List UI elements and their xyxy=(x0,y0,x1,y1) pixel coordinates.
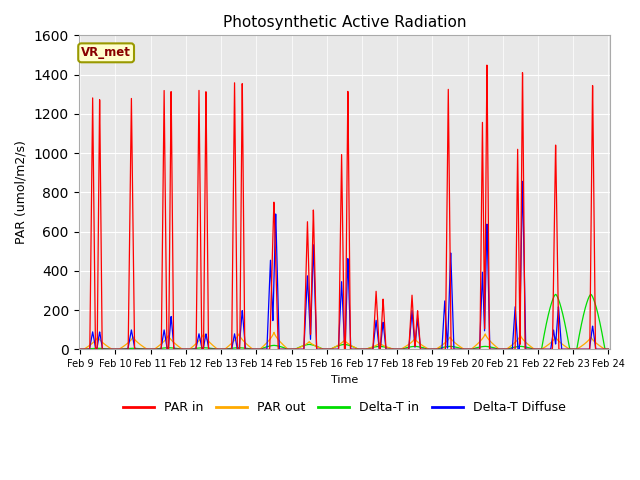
Title: Photosynthetic Active Radiation: Photosynthetic Active Radiation xyxy=(223,15,466,30)
Legend: PAR in, PAR out, Delta-T in, Delta-T Diffuse: PAR in, PAR out, Delta-T in, Delta-T Dif… xyxy=(118,396,571,420)
Y-axis label: PAR (umol/m2/s): PAR (umol/m2/s) xyxy=(15,140,28,244)
X-axis label: Time: Time xyxy=(331,374,358,384)
Text: VR_met: VR_met xyxy=(81,47,131,60)
